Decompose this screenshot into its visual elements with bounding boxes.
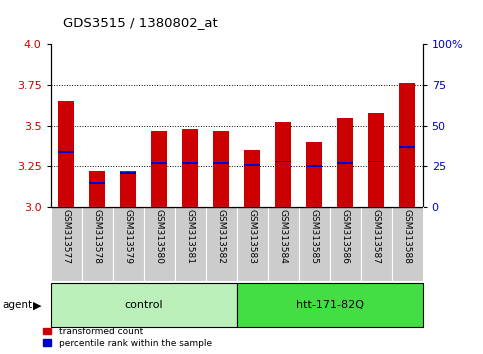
Bar: [392, 207, 423, 281]
Bar: [306, 165, 322, 167]
Bar: [338, 118, 353, 207]
Bar: [237, 207, 268, 281]
Bar: [152, 131, 167, 207]
Bar: [244, 150, 260, 207]
Bar: [183, 162, 198, 164]
Text: GSM313585: GSM313585: [310, 209, 319, 264]
Legend: transformed count, percentile rank within the sample: transformed count, percentile rank withi…: [43, 327, 212, 348]
Bar: [369, 113, 384, 207]
Bar: [51, 283, 237, 327]
Text: agent: agent: [2, 300, 32, 310]
Bar: [298, 207, 329, 281]
Text: GSM313588: GSM313588: [403, 209, 412, 264]
Bar: [51, 207, 82, 281]
Text: htt-171-82Q: htt-171-82Q: [296, 300, 364, 310]
Text: ▶: ▶: [33, 300, 42, 310]
Bar: [206, 207, 237, 281]
Text: control: control: [125, 300, 163, 310]
Bar: [329, 207, 361, 281]
Bar: [120, 171, 136, 207]
Bar: [237, 283, 423, 327]
Bar: [338, 162, 353, 164]
Bar: [152, 162, 167, 164]
Bar: [89, 182, 105, 184]
Text: GSM313586: GSM313586: [341, 209, 350, 264]
Bar: [275, 160, 291, 162]
Bar: [183, 129, 198, 207]
Bar: [58, 151, 74, 153]
Bar: [306, 142, 322, 207]
Bar: [399, 83, 415, 207]
Text: GSM313583: GSM313583: [248, 209, 256, 264]
Bar: [275, 122, 291, 207]
Bar: [213, 162, 229, 164]
Bar: [175, 207, 206, 281]
Text: GSM313580: GSM313580: [155, 209, 164, 264]
Bar: [244, 164, 260, 166]
Bar: [58, 101, 74, 207]
Text: GSM313581: GSM313581: [185, 209, 195, 264]
Bar: [144, 207, 175, 281]
Bar: [89, 171, 105, 207]
Text: GDS3515 / 1380802_at: GDS3515 / 1380802_at: [63, 16, 217, 29]
Text: GSM313579: GSM313579: [124, 209, 133, 264]
Text: GSM313577: GSM313577: [62, 209, 71, 264]
Bar: [120, 172, 136, 174]
Bar: [369, 160, 384, 162]
Bar: [213, 131, 229, 207]
Text: GSM313587: GSM313587: [371, 209, 381, 264]
Text: GSM313578: GSM313578: [93, 209, 102, 264]
Text: GSM313582: GSM313582: [217, 209, 226, 264]
Bar: [361, 207, 392, 281]
Text: GSM313584: GSM313584: [279, 209, 288, 264]
Bar: [113, 207, 144, 281]
Bar: [268, 207, 298, 281]
Bar: [82, 207, 113, 281]
Bar: [399, 146, 415, 148]
